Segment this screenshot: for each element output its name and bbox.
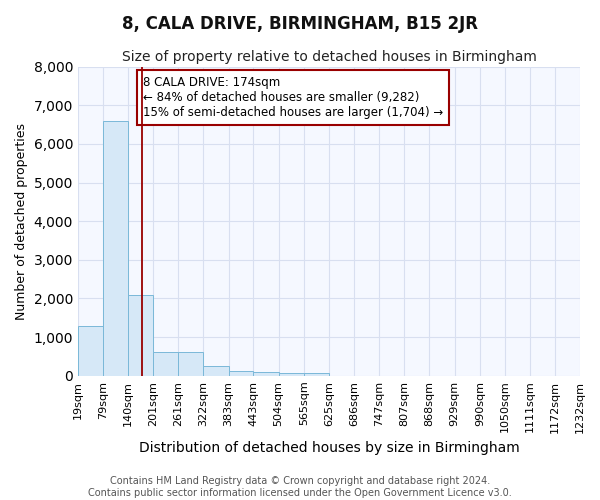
Bar (128, 294, 153, 376)
Bar (278, 373, 304, 376)
Bar (203, 366, 229, 376)
Bar (103, 120, 128, 376)
X-axis label: Distribution of detached houses by size in Birmingham: Distribution of detached houses by size … (139, 441, 520, 455)
Text: 8, CALA DRIVE, BIRMINGHAM, B15 2JR: 8, CALA DRIVE, BIRMINGHAM, B15 2JR (122, 15, 478, 33)
Bar (178, 352, 203, 376)
Text: Contains HM Land Registry data © Crown copyright and database right 2024.
Contai: Contains HM Land Registry data © Crown c… (88, 476, 512, 498)
Bar (153, 352, 178, 376)
Y-axis label: Number of detached properties: Number of detached properties (15, 122, 28, 320)
Bar (253, 372, 278, 376)
Bar (304, 373, 329, 376)
Bar (229, 371, 253, 376)
Text: 8 CALA DRIVE: 174sqm
← 84% of detached houses are smaller (9,282)
15% of semi-de: 8 CALA DRIVE: 174sqm ← 84% of detached h… (143, 76, 443, 119)
Bar (78, 326, 103, 376)
Title: Size of property relative to detached houses in Birmingham: Size of property relative to detached ho… (122, 50, 536, 64)
